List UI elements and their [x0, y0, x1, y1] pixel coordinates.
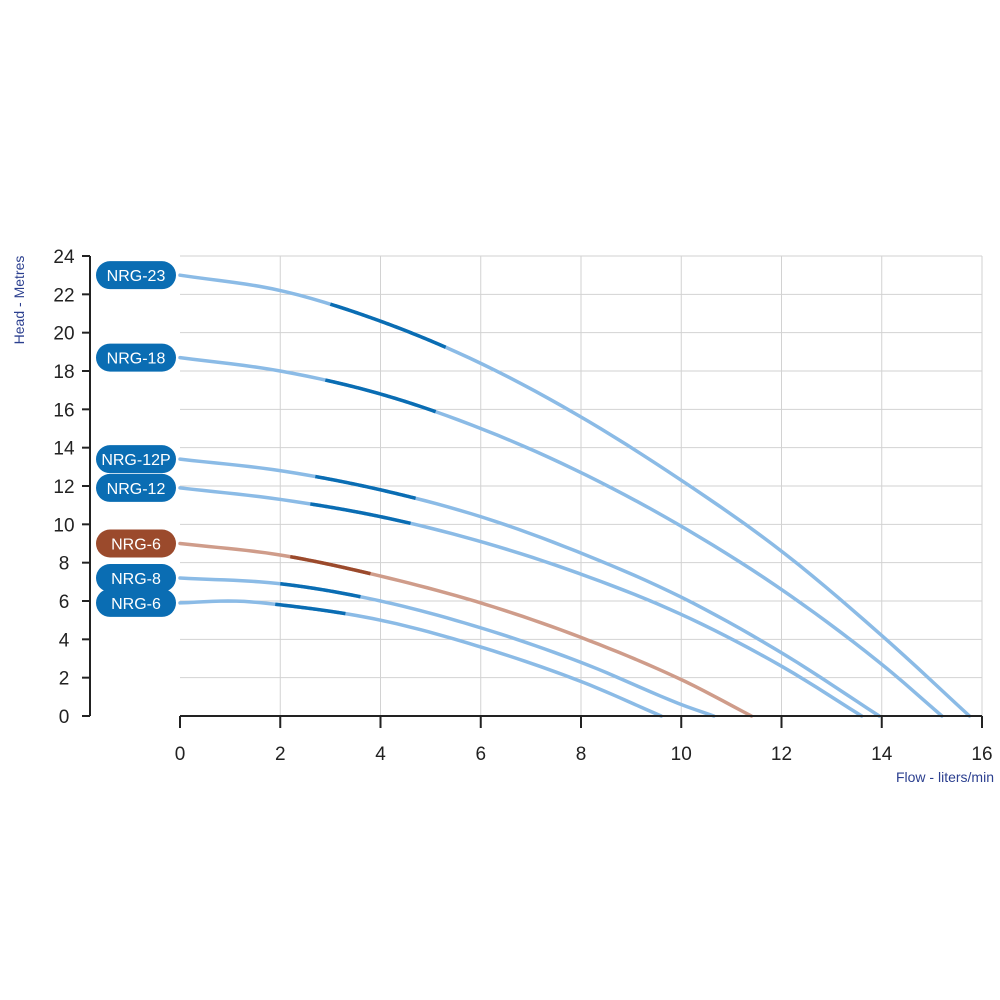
- curves: [178, 273, 972, 718]
- x-tick-label: 0: [175, 744, 186, 765]
- series-nrg-6-4-curve: [178, 541, 754, 718]
- grid: [180, 255, 983, 716]
- series-nrg-23-0-highlight: [329, 302, 447, 349]
- series-nrg-8-5-highlight: [280, 582, 361, 599]
- y-tick-label: 22: [53, 285, 74, 306]
- x-tick-label: 4: [375, 744, 386, 765]
- series-nrg-6-6-curve: [178, 599, 663, 718]
- series-nrg-18-1-badge-label: NRG-18: [107, 351, 166, 368]
- y-tick-label: 2: [59, 669, 70, 690]
- y-tick-label: 8: [59, 554, 70, 575]
- y-tick-label: 20: [53, 324, 74, 345]
- series-nrg-12p-2-curve: [178, 457, 881, 718]
- series-nrg-12p-2-badge: [96, 445, 176, 474]
- series-nrg-12-3-curve: [178, 486, 864, 718]
- series-nrg-6-6-badge-label: NRG-6: [111, 596, 161, 613]
- series-nrg-12p-2-highlight: [315, 474, 417, 500]
- y-axis-title: Head - Metres: [11, 256, 27, 345]
- y-tick-label: 0: [59, 707, 70, 728]
- x-tick-label: 16: [971, 744, 992, 765]
- x-tick-label: 2: [275, 744, 286, 765]
- y-tick-label: 18: [53, 362, 74, 383]
- y-tick-label: 24: [53, 247, 75, 268]
- series-nrg-6-6-highlight: [275, 602, 346, 616]
- series-nrg-6-6-badge: [96, 588, 176, 617]
- series-nrg-6-4-badge: [96, 529, 176, 558]
- x-tick-label: 14: [871, 744, 893, 765]
- series-nrg-12-3-badge: [96, 473, 176, 502]
- series-nrg-8-5-badge: [96, 564, 176, 592]
- series-badges: NRG-23 NRG-18 NRG-12P NRG-12 NRG-6 NRG-8 NRG-6: [96, 261, 176, 617]
- x-axis-title: Flow - liters/min: [896, 769, 994, 785]
- y-tick-label: 16: [53, 400, 74, 421]
- series-nrg-18-1-highlight: [324, 378, 437, 414]
- series-nrg-18-1-curve: [178, 355, 944, 718]
- series-nrg-12-3-badge-label: NRG-12: [107, 481, 166, 498]
- y-tick-label: 12: [53, 477, 74, 498]
- x-tick-label: 12: [771, 744, 792, 765]
- series-nrg-12p-2-badge-label: NRG-12P: [101, 452, 170, 469]
- series-nrg-6-4-badge-label: NRG-6: [111, 537, 161, 554]
- series-nrg-6-4-highlight: [289, 554, 371, 576]
- x-tick-label: 10: [671, 744, 692, 765]
- series-nrg-8-5-badge-label: NRG-8: [111, 571, 161, 588]
- y-tick-label: 6: [59, 592, 70, 613]
- series-nrg-23-0-badge-label: NRG-23: [107, 268, 166, 285]
- y-tick-label: 10: [53, 515, 74, 536]
- x-tick-label: 8: [576, 744, 587, 765]
- y-tick-label: 4: [59, 630, 70, 651]
- y-tick-label: 14: [53, 439, 75, 460]
- series-nrg-23-0-curve: [178, 273, 972, 718]
- series-nrg-18-1-badge: [96, 343, 176, 372]
- series-nrg-8-5-curve: [178, 576, 716, 718]
- x-tick-label: 6: [475, 744, 486, 765]
- series-nrg-12-3-highlight: [310, 502, 411, 526]
- series-nrg-23-0-badge: [96, 261, 176, 290]
